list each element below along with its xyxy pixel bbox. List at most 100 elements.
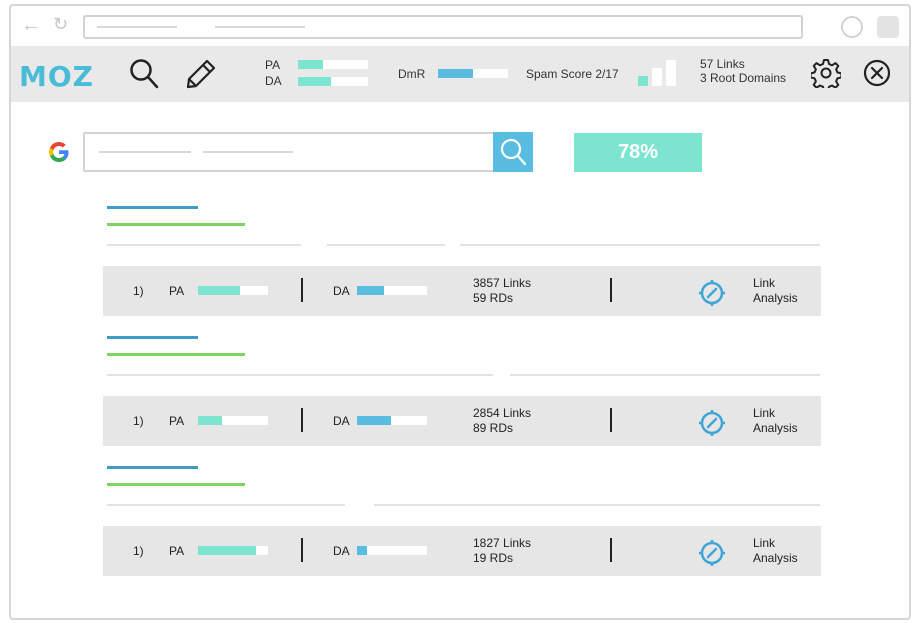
toolbar-root-domains: 3 Root Domains xyxy=(700,71,787,85)
pa-bar xyxy=(298,60,368,69)
spam-score-bars-icon xyxy=(638,60,676,86)
pencil-icon[interactable] xyxy=(185,58,217,90)
result-divider xyxy=(301,278,303,302)
pa-bar-fill xyxy=(298,60,323,69)
dmr-bar xyxy=(438,69,508,78)
browser-window: ← ↻ MOZ PA DA DmR Spa xyxy=(9,4,911,620)
serp-search-input[interactable] xyxy=(83,132,495,172)
link-analysis-target-icon[interactable] xyxy=(698,409,726,437)
result-links-info: 3857 Links 59 RDs xyxy=(473,276,531,306)
link-analysis-link[interactable]: Link Analysis xyxy=(753,536,798,566)
result-divider xyxy=(610,408,612,432)
result-metrics-bar: 1) PA DA 1827 Links 19 RDs xyxy=(103,526,821,576)
result-da-label: DA xyxy=(333,544,350,558)
result-rds-count: 59 RDs xyxy=(473,291,514,305)
close-circle-icon[interactable] xyxy=(863,59,891,87)
result-metrics-bar: 1) PA DA 2854 Links 89 RDs xyxy=(103,396,821,446)
result-pa-bar-fill xyxy=(198,416,222,425)
da-bar-fill xyxy=(298,77,331,86)
window-control-square-icon[interactable] xyxy=(877,16,899,38)
link-analysis-label-line1: Link xyxy=(753,536,776,550)
result-description-line xyxy=(374,504,820,506)
reload-icon[interactable]: ↻ xyxy=(53,14,69,34)
result-pa-bar-fill xyxy=(198,286,240,295)
result-pa-bar xyxy=(198,416,268,425)
moz-toolbar: MOZ PA DA DmR Spam Score 2/17 xyxy=(11,46,909,102)
result-pa-bar xyxy=(198,546,268,555)
search-icon xyxy=(500,138,527,166)
dmr-label: DmR xyxy=(398,67,426,81)
result-da-bar-fill xyxy=(357,416,392,425)
address-placeholder-line xyxy=(215,26,305,28)
link-analysis-label-line2: Analysis xyxy=(753,551,798,565)
result-url-line xyxy=(107,483,245,486)
link-analysis-label-line2: Analysis xyxy=(753,421,798,435)
address-placeholder-line xyxy=(97,26,177,28)
result-rds-count: 19 RDs xyxy=(473,551,514,565)
result-da-bar xyxy=(357,546,427,555)
result-pa-label: PA xyxy=(169,414,185,428)
result-pa-label: PA xyxy=(169,544,185,558)
link-analysis-target-icon[interactable] xyxy=(698,539,726,567)
result-divider xyxy=(301,538,303,562)
result-links-info: 1827 Links 19 RDs xyxy=(473,536,531,566)
result-description-line xyxy=(460,244,820,246)
toolbar-links-count: 57 Links xyxy=(700,57,745,71)
result-rank: 1) xyxy=(133,544,144,558)
result-pa-bar-fill xyxy=(198,546,257,555)
search-placeholder-line xyxy=(99,151,191,153)
result-da-bar-fill xyxy=(357,286,384,295)
result-links-count: 3857 Links xyxy=(473,276,532,290)
serp-search-button[interactable] xyxy=(493,132,533,172)
result-title-link[interactable] xyxy=(107,206,198,209)
result-da-bar-fill xyxy=(357,546,367,555)
link-analysis-target-icon[interactable] xyxy=(698,279,726,307)
moz-logo: MOZ xyxy=(19,60,94,93)
serp-score-badge: 78% xyxy=(574,133,702,172)
link-analysis-label-line2: Analysis xyxy=(753,291,798,305)
search-icon[interactable] xyxy=(129,58,159,90)
toolbar-links-info: 57 Links 3 Root Domains xyxy=(700,57,786,85)
result-divider xyxy=(610,538,612,562)
browser-chrome: ← ↻ xyxy=(11,6,909,46)
result-description-line xyxy=(510,374,820,376)
result-url-line xyxy=(107,223,245,226)
result-divider xyxy=(301,408,303,432)
link-analysis-link[interactable]: Link Analysis xyxy=(753,406,798,436)
address-bar[interactable] xyxy=(83,15,803,39)
result-metrics-bar: 1) PA DA 3857 Links 59 RDs xyxy=(103,266,821,316)
window-control-circle-icon[interactable] xyxy=(841,16,863,38)
result-links-count: 1827 Links xyxy=(473,536,532,550)
result-da-label: DA xyxy=(333,414,350,428)
result-pa-bar xyxy=(198,286,268,295)
result-links-count: 2854 Links xyxy=(473,406,532,420)
result-description-line xyxy=(107,374,493,376)
result-description-line xyxy=(107,244,301,246)
gear-icon[interactable] xyxy=(811,58,841,88)
result-da-bar xyxy=(357,286,427,295)
result-rank: 1) xyxy=(133,414,144,428)
result-rank: 1) xyxy=(133,284,144,298)
back-arrow-icon[interactable]: ← xyxy=(21,14,41,36)
result-title-link[interactable] xyxy=(107,466,198,469)
result-description-line xyxy=(107,504,345,506)
search-placeholder-line xyxy=(203,151,293,153)
result-da-label: DA xyxy=(333,284,350,298)
link-analysis-label-line1: Link xyxy=(753,276,776,290)
link-analysis-link[interactable]: Link Analysis xyxy=(753,276,798,306)
result-pa-label: PA xyxy=(169,284,185,298)
link-analysis-label-line1: Link xyxy=(753,406,776,420)
da-label: DA xyxy=(265,74,282,88)
dmr-bar-fill xyxy=(438,69,473,78)
result-description-line xyxy=(327,244,445,246)
result-title-link[interactable] xyxy=(107,336,198,339)
result-url-line xyxy=(107,353,245,356)
pa-label: PA xyxy=(265,58,281,72)
da-bar xyxy=(298,77,368,86)
result-da-bar xyxy=(357,416,427,425)
result-divider xyxy=(610,278,612,302)
result-links-info: 2854 Links 89 RDs xyxy=(473,406,531,436)
spam-score-label: Spam Score 2/17 xyxy=(526,67,619,81)
result-rds-count: 89 RDs xyxy=(473,421,514,435)
google-logo-icon xyxy=(49,142,69,162)
